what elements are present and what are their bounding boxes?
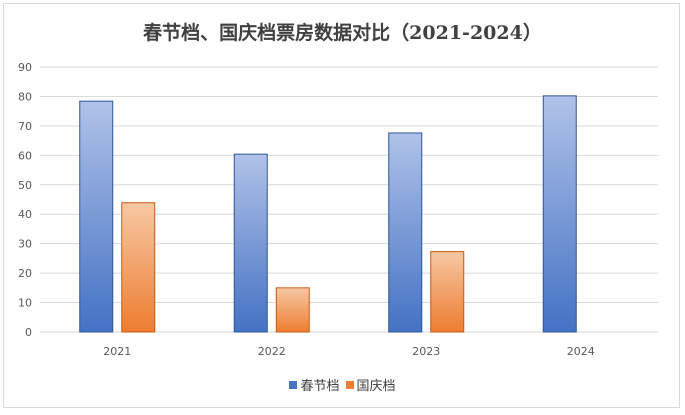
y-tick-label: 50 — [18, 179, 32, 192]
y-tick-label: 60 — [18, 149, 32, 162]
bar-spring-festival-2023 — [388, 132, 423, 333]
x-tick-label: 2021 — [103, 345, 131, 358]
legend-label: 春节档 — [300, 379, 340, 394]
y-tick-label: 80 — [18, 90, 32, 103]
y-tick-label: 70 — [18, 120, 32, 133]
bar-national-day-2022 — [275, 287, 310, 333]
y-tick-label: 0 — [25, 326, 32, 339]
x-tick-label: 2022 — [258, 345, 286, 358]
legend-swatch — [345, 380, 354, 389]
x-tick-label: 2024 — [567, 345, 595, 358]
y-tick-label: 20 — [18, 267, 32, 280]
bar-spring-festival-2021 — [79, 100, 114, 333]
x-tick-label: 2023 — [412, 345, 440, 358]
chart-border — [3, 3, 680, 408]
y-tick-label: 10 — [18, 297, 32, 310]
bar-national-day-2023 — [430, 251, 465, 333]
legend-swatch — [289, 380, 298, 389]
legend-item: 国庆档 — [345, 375, 396, 394]
bar-national-day-2021 — [121, 202, 156, 333]
y-tick-label: 40 — [18, 208, 32, 221]
y-tick-label: 30 — [18, 238, 32, 251]
legend: 春节档 国庆档 — [0, 375, 685, 394]
chart-title: 春节档、国庆档票房数据对比（2021-2024） — [143, 22, 542, 44]
legend-label: 国庆档 — [356, 379, 396, 394]
y-tick-label: 90 — [18, 61, 32, 74]
bar-spring-festival-2022 — [233, 153, 268, 333]
legend-item: 春节档 — [289, 375, 340, 394]
bar-spring-festival-2024 — [542, 95, 577, 333]
